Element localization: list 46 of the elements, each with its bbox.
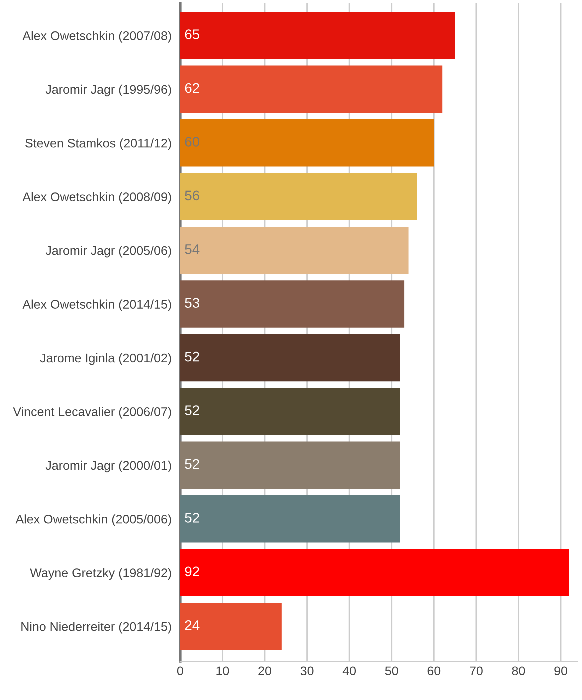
- y-tick-label: Jaromir Jagr (1995/96): [46, 84, 172, 97]
- y-tick-label: Jaromir Jagr (2000/01): [46, 460, 172, 473]
- bar: [180, 226, 409, 274]
- y-tick-label: Alex Owetschkin (2007/08): [22, 31, 172, 43]
- bar: [180, 549, 570, 597]
- x-tick-label: 10: [216, 666, 230, 676]
- x-tick-label: 20: [258, 666, 272, 676]
- data-label: 52: [185, 513, 200, 523]
- bar: [180, 334, 400, 382]
- y-tick-label: Nino Niederreiter (2014/15): [22, 622, 172, 634]
- y-tick-label: Steven Stamkos (2011/12): [26, 138, 172, 150]
- x-tick-label: 80: [512, 666, 526, 676]
- x-tick-label: 0: [177, 666, 184, 676]
- data-label: 53: [185, 298, 200, 308]
- bar: [180, 120, 434, 167]
- y-tick-label: Alex Owetschkin (2014/15): [22, 300, 172, 312]
- x-tick-label: 60: [428, 666, 441, 676]
- bar: [180, 442, 400, 490]
- y-tick-label: Alex Owetschkin (2005/006): [16, 514, 172, 526]
- bar: [180, 280, 405, 328]
- bar: [180, 66, 443, 114]
- x-tick-label: 70: [470, 666, 483, 676]
- bar: [180, 12, 456, 60]
- y-tick-label: Jaromir Jagr (2005/06): [46, 246, 172, 258]
- data-label: 52: [185, 406, 200, 416]
- data-label: 56: [185, 190, 200, 201]
- data-label: 54: [185, 244, 200, 254]
- bar: [180, 173, 418, 221]
- x-tick-label: 90: [554, 666, 568, 676]
- bar: [180, 496, 400, 543]
- data-label: 62: [185, 83, 200, 94]
- data-label: 92: [185, 566, 200, 577]
- y-tick-label: Vincent Lecavalier (2006/07): [13, 407, 172, 419]
- x-tick-label: 30: [300, 666, 314, 676]
- data-label: 24: [185, 620, 200, 630]
- y-tick-label: Alex Owetschkin (2008/09): [22, 192, 172, 204]
- bar: [180, 602, 282, 650]
- data-label: 52: [185, 459, 200, 470]
- y-tick-label: Wayne Gretzky (1981/92): [30, 568, 172, 580]
- x-tick-label: 40: [342, 666, 356, 676]
- data-label: 65: [185, 30, 200, 40]
- y-tick-label: Jarome Iginla (2001/02): [40, 353, 172, 366]
- data-label: 60: [185, 137, 200, 147]
- x-tick-label: 50: [385, 666, 398, 676]
- data-label: 52: [185, 352, 200, 362]
- bar: [180, 388, 400, 436]
